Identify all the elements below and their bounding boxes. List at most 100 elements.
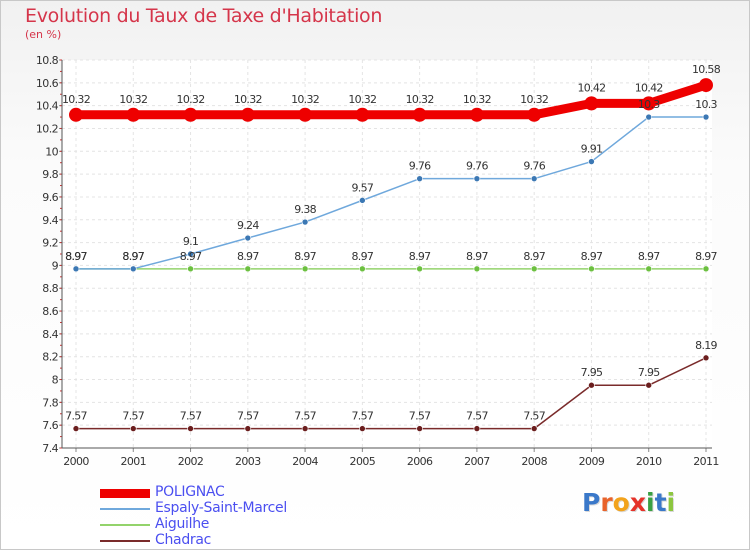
data-point-espaly bbox=[416, 175, 423, 182]
data-point-aiguilhe bbox=[301, 265, 309, 273]
chart-unit: (en %) bbox=[25, 28, 62, 41]
data-point-polignac bbox=[355, 107, 370, 122]
logo-letter: x bbox=[629, 488, 646, 517]
data-point-espaly bbox=[359, 197, 366, 204]
data-point-polignac bbox=[69, 107, 83, 122]
data-point-aiguilhe bbox=[416, 265, 423, 273]
data-label-aiguilhe: 8.97 bbox=[294, 250, 316, 263]
data-label-espaly: 8.97 bbox=[122, 250, 144, 263]
data-label-polignac: 10.32 bbox=[291, 93, 319, 106]
data-label-chadrac: 7.57 bbox=[294, 410, 316, 423]
y-tick-label: 10.6 bbox=[36, 77, 59, 90]
logo-letter: i bbox=[666, 488, 676, 517]
legend-item-espaly: Espaly-Saint-Marcel bbox=[100, 500, 360, 517]
data-label-espaly: 9.76 bbox=[523, 160, 545, 173]
data-point-aiguilhe bbox=[473, 265, 481, 273]
legend-swatch-chadrac bbox=[100, 540, 150, 542]
data-point-aiguilhe bbox=[359, 265, 366, 273]
data-label-espaly: 9.57 bbox=[352, 181, 374, 194]
data-point-polignac bbox=[469, 107, 484, 122]
data-point-chadrac bbox=[416, 425, 423, 432]
x-tick-label: 2010 bbox=[636, 455, 662, 468]
data-label-chadrac: 7.57 bbox=[466, 410, 488, 423]
data-label-chadrac: 7.57 bbox=[65, 410, 87, 423]
data-label-polignac: 10.32 bbox=[463, 93, 491, 106]
y-tick-label: 10.2 bbox=[36, 122, 58, 135]
data-label-polignac: 10.42 bbox=[635, 81, 663, 94]
proxiti-logo: Proxiti bbox=[582, 488, 675, 517]
x-tick-label: 2008 bbox=[521, 455, 547, 468]
data-label-chadrac: 7.57 bbox=[180, 410, 202, 423]
x-tick-label: 2009 bbox=[579, 455, 605, 468]
legend-label-chadrac: Chadrac bbox=[155, 532, 212, 548]
data-point-polignac bbox=[699, 78, 713, 93]
data-point-chadrac bbox=[588, 381, 595, 389]
legend-item-aiguilhe: Aiguilhe bbox=[100, 516, 360, 533]
data-point-polignac bbox=[584, 96, 599, 111]
data-point-polignac bbox=[412, 107, 427, 122]
data-point-chadrac bbox=[530, 425, 538, 432]
data-label-chadrac: 7.57 bbox=[523, 410, 545, 423]
legend: POLIGNAC Espaly-Saint-Marcel Aiguilhe Ch… bbox=[100, 484, 360, 549]
data-point-chadrac bbox=[301, 425, 309, 432]
legend-label-espaly: Espaly-Saint-Marcel bbox=[155, 500, 287, 516]
data-label-aiguilhe: 8.97 bbox=[523, 250, 545, 263]
data-label-espaly: 10.3 bbox=[695, 98, 717, 111]
y-tick-label: 9.4 bbox=[42, 214, 58, 227]
legend-item-chadrac: Chadrac bbox=[100, 532, 360, 549]
data-label-aiguilhe: 8.97 bbox=[695, 250, 717, 263]
data-point-polignac bbox=[126, 107, 141, 122]
y-tick-label: 8 bbox=[52, 374, 59, 387]
x-tick-label: 2001 bbox=[120, 455, 146, 468]
plot-area bbox=[62, 60, 712, 448]
data-label-aiguilhe: 8.97 bbox=[638, 250, 660, 263]
data-label-aiguilhe: 8.97 bbox=[409, 250, 431, 263]
data-point-espaly bbox=[244, 234, 252, 242]
data-label-polignac: 10.32 bbox=[406, 93, 434, 106]
y-tick-label: 9.8 bbox=[42, 168, 58, 181]
data-point-espaly bbox=[187, 250, 194, 258]
legend-label-polignac: POLIGNAC bbox=[155, 484, 225, 500]
data-label-chadrac: 7.95 bbox=[638, 366, 660, 379]
y-tick-label: 7.6 bbox=[42, 419, 58, 432]
y-tick-label: 8.2 bbox=[42, 351, 58, 364]
legend-swatch-aiguilhe bbox=[100, 524, 150, 526]
x-tick-label: 2000 bbox=[63, 455, 89, 468]
x-tick-label: 2011 bbox=[693, 455, 719, 468]
data-point-polignac bbox=[298, 107, 313, 122]
data-label-polignac: 10.32 bbox=[348, 93, 376, 106]
y-tick-label: 8.6 bbox=[42, 305, 58, 318]
data-point-chadrac bbox=[187, 425, 194, 432]
data-label-polignac: 10.32 bbox=[234, 93, 262, 106]
logo-letter: o bbox=[612, 488, 630, 517]
x-tick-label: 2004 bbox=[292, 455, 318, 468]
x-tick-label: 2007 bbox=[464, 455, 490, 468]
data-label-chadrac: 7.57 bbox=[409, 410, 431, 423]
data-label-polignac: 10.42 bbox=[577, 81, 605, 94]
data-label-chadrac: 7.57 bbox=[352, 410, 374, 423]
logo-letter: P bbox=[582, 488, 601, 517]
data-point-chadrac bbox=[72, 425, 80, 432]
series-line-chadrac bbox=[75, 357, 707, 430]
data-point-espaly bbox=[473, 175, 481, 182]
data-label-espaly: 10.3 bbox=[638, 98, 660, 111]
data-point-aiguilhe bbox=[530, 265, 538, 273]
data-label-espaly: 9.76 bbox=[466, 160, 488, 173]
data-point-chadrac bbox=[244, 425, 252, 432]
y-tick-label: 7.4 bbox=[42, 442, 58, 455]
data-point-polignac bbox=[183, 107, 198, 122]
data-point-aiguilhe bbox=[244, 265, 252, 273]
data-label-aiguilhe: 8.97 bbox=[352, 250, 374, 263]
data-label-polignac: 10.58 bbox=[692, 63, 721, 76]
data-label-polignac: 10.32 bbox=[62, 93, 90, 106]
legend-item-polignac: POLIGNAC bbox=[100, 484, 360, 501]
data-label-aiguilhe: 8.97 bbox=[122, 250, 144, 263]
y-tick-label: 8.8 bbox=[42, 282, 58, 295]
data-point-espaly bbox=[702, 113, 710, 121]
data-point-aiguilhe bbox=[187, 265, 194, 273]
data-point-espaly bbox=[530, 175, 538, 182]
logo-letter: i bbox=[646, 488, 655, 517]
data-label-polignac: 10.32 bbox=[177, 93, 205, 106]
legend-label-aiguilhe: Aiguilhe bbox=[155, 516, 210, 532]
